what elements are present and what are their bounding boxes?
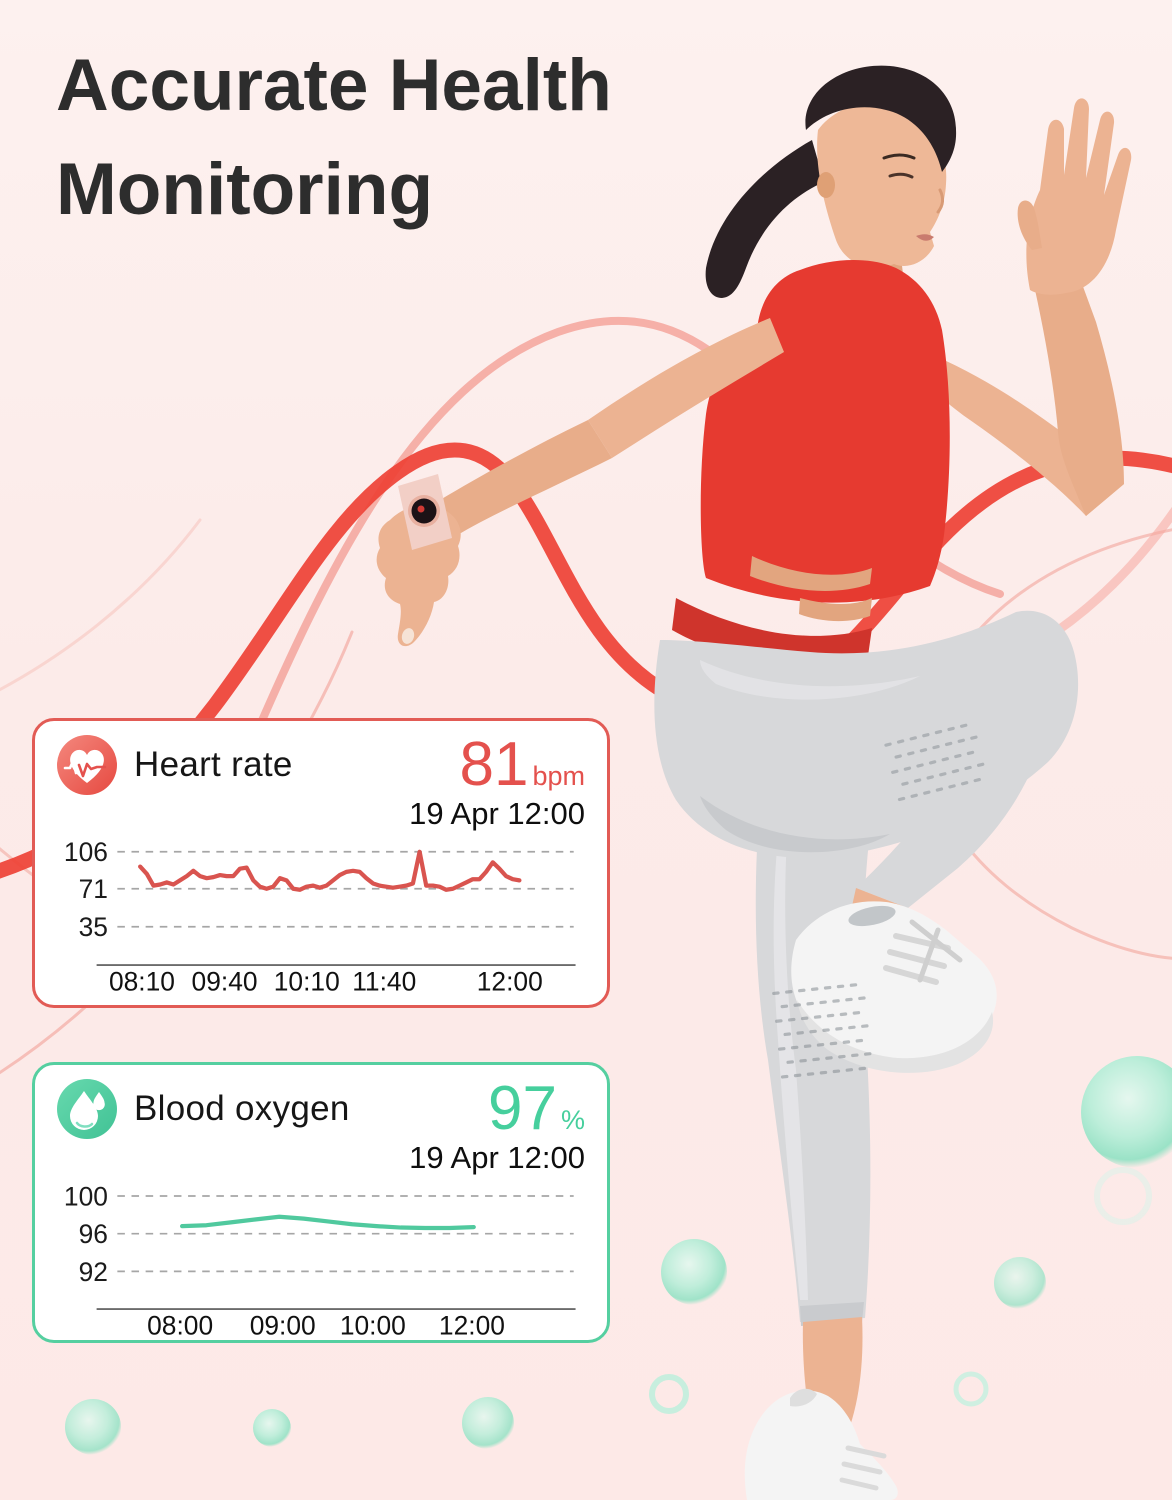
blood-oxygen-card-header: Blood oxygen 97 % [57,1073,585,1143]
heart-rate-timestamp: 19 Apr 12:00 [409,796,585,831]
page-title-line1: Accurate Health [56,45,612,126]
hair [805,65,957,172]
extended-forearm [440,420,612,536]
svg-text:09:40: 09:40 [192,967,258,996]
svg-text:11:40: 11:40 [352,967,416,996]
standing-shoe [744,1390,898,1500]
svg-text:12:00: 12:00 [477,967,543,996]
fingernail [401,628,415,644]
svg-text:12:00: 12:00 [439,1311,505,1340]
svg-text:09:00: 09:00 [250,1311,316,1340]
extended-upper-arm [588,318,784,458]
cutout-skin [750,556,872,591]
blood-oxygen-value-group: 97 % [488,1073,585,1143]
blood-oxygen-value: 97 [488,1073,557,1143]
face [817,100,947,268]
svg-text:92: 92 [79,1257,108,1287]
raised-forearm [1032,262,1124,516]
green-bokeh-dots [65,1056,1172,1455]
raised-shoe-sole [797,1000,994,1073]
standing-shoe-heel-tab [790,1388,817,1407]
svg-text:106: 106 [64,837,108,867]
svg-text:08:00: 08:00 [147,1311,213,1340]
watch-screen [411,498,437,524]
watch-screen-heart-dot [417,505,425,513]
svg-text:96: 96 [79,1219,108,1249]
ponytail-hair [705,140,824,298]
svg-text:71: 71 [79,874,108,904]
blood-oxygen-card: Blood oxygen 97 % 19 Apr 12:00 100 96 92 08… [32,1062,610,1343]
svg-text:08:10: 08:10 [109,967,175,996]
legging-mesh-pattern [884,723,985,802]
heart-rate-card-header: Heart rate 81 bpm [57,729,586,799]
ear [817,172,835,198]
blood-oxygen-label: Blood oxygen [134,1089,350,1128]
runner-figure [376,65,1132,1500]
heart-rate-value: 81 [459,729,529,799]
blood-oxygen-unit: % [560,1104,585,1135]
heart-rate-value-group: 81 bpm [459,729,586,799]
hip-and-raised-thigh [654,610,1079,858]
face-features [882,153,945,241]
thumb [1017,200,1042,250]
page-title: Accurate Health Monitoring [56,34,612,242]
svg-text:100: 100 [64,1181,108,1211]
heart-rate-label: Heart rate [134,745,293,784]
raised-shoe-collar [848,905,896,927]
svg-text:35: 35 [79,912,108,942]
water-drop-icon [57,1079,117,1139]
heart-rate-card: Heart rate 81 bpm 19 Apr 12:00 106 71 35 08… [32,718,610,1008]
blood-oxygen-chart: 100 96 92 08:00 09:00 10:00 12:00 [64,1181,576,1340]
blood-oxygen-timestamp: 19 Apr 12:00 [409,1140,585,1175]
standing-shoe-laces [839,1445,887,1491]
page-title-line2: Monitoring [56,149,434,230]
red-tank-top [700,259,950,603]
heart-rate-unit: bpm [532,760,585,791]
open-hand [1026,98,1132,295]
smartwatch [398,474,452,550]
heart-ecg-icon [57,735,117,795]
svg-text:10:00: 10:00 [340,1311,406,1340]
raised-shoe [791,901,997,1061]
svg-text:10:10: 10:10 [274,967,340,996]
legging-mesh-pattern [772,983,872,1079]
